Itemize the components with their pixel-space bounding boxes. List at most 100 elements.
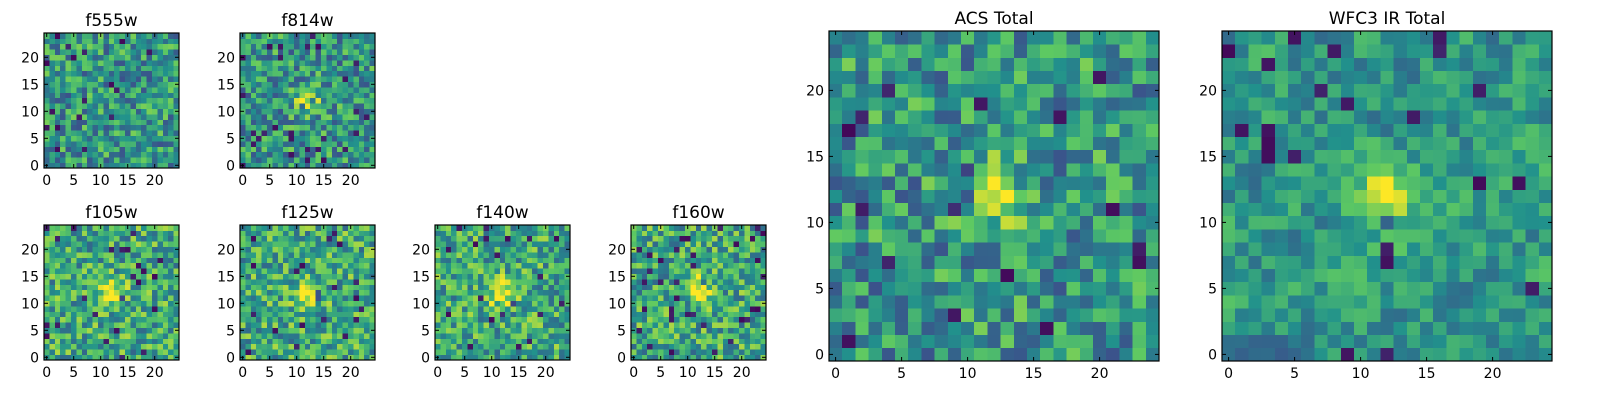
heatmap-cell xyxy=(283,92,289,99)
heatmap-cell xyxy=(326,43,333,50)
heatmap-cell xyxy=(71,257,77,264)
heatmap-cell xyxy=(326,81,333,88)
heatmap-cell xyxy=(1000,308,1015,322)
heatmap-cell xyxy=(749,354,756,361)
heatmap-cell xyxy=(157,230,164,237)
heatmap-cell xyxy=(499,235,506,242)
heatmap-cell xyxy=(326,92,333,99)
heatmap-cell xyxy=(1066,57,1081,71)
heatmap-cell xyxy=(65,268,72,274)
heatmap-cell xyxy=(240,262,246,269)
heatmap-cell xyxy=(516,230,522,237)
heatmap-cell xyxy=(342,338,349,345)
heatmap-cell xyxy=(98,257,104,264)
heatmap-cell xyxy=(326,289,333,296)
heatmap-cell xyxy=(494,354,501,361)
heatmap-cell xyxy=(652,235,659,242)
heatmap-cell xyxy=(92,246,99,253)
heatmap-cell xyxy=(1314,163,1328,177)
heatmap-cell xyxy=(908,163,922,177)
heatmap-cell xyxy=(712,333,718,339)
heatmap-cell xyxy=(1340,295,1355,309)
heatmap-cell xyxy=(701,225,707,231)
heatmap-cell xyxy=(668,349,675,355)
heatmap-cell xyxy=(103,262,110,269)
heatmap-cell xyxy=(267,130,273,136)
heatmap-cell xyxy=(369,157,376,163)
heatmap-cell xyxy=(548,338,555,345)
heatmap-cell xyxy=(125,343,131,350)
heatmap-cell xyxy=(553,246,560,253)
heatmap-cell xyxy=(1340,334,1355,349)
heatmap-cell xyxy=(321,273,327,280)
heatmap-cell xyxy=(125,124,131,131)
heatmap-cell xyxy=(87,262,93,269)
heatmap-cell xyxy=(451,230,457,237)
heatmap-cell xyxy=(114,108,120,115)
heatmap-cell xyxy=(855,110,869,124)
heatmap-cell xyxy=(483,333,490,339)
heatmap-cell xyxy=(299,306,306,312)
heatmap-cell xyxy=(722,333,729,339)
heatmap-cell xyxy=(1119,334,1133,349)
heatmap-cell xyxy=(321,76,327,82)
heatmap-cell xyxy=(510,289,517,296)
heatmap-cell xyxy=(310,295,316,301)
heatmap-cell xyxy=(701,343,707,350)
heatmap-cell xyxy=(108,273,115,280)
heatmap-cell xyxy=(125,76,131,82)
heatmap-cell xyxy=(288,295,295,301)
heatmap-cell xyxy=(337,65,343,72)
heatmap-cell xyxy=(1261,321,1276,335)
heatmap-cell xyxy=(744,316,751,323)
heatmap-cell xyxy=(54,54,61,61)
heatmap-cell xyxy=(310,135,316,142)
heatmap-cell xyxy=(1472,229,1487,243)
heatmap-cell xyxy=(315,60,322,66)
heatmap-cell xyxy=(294,114,300,120)
heatmap-cell xyxy=(674,241,680,247)
heatmap-cell xyxy=(855,176,869,190)
heatmap-cell xyxy=(114,289,120,296)
heatmap-cell xyxy=(1000,334,1015,349)
heatmap-cell xyxy=(499,295,506,301)
heatmap-cell xyxy=(1027,70,1041,85)
heatmap-cell xyxy=(1093,136,1107,151)
heatmap-cell xyxy=(1000,123,1015,137)
heatmap-cell xyxy=(304,33,311,39)
heatmap-cell xyxy=(1093,176,1107,190)
heatmap-cell xyxy=(494,241,501,247)
heatmap-cell xyxy=(98,311,104,318)
heatmap-cell xyxy=(261,241,268,247)
x-tick-label: 0 xyxy=(42,365,51,381)
heatmap-cell xyxy=(1000,149,1015,164)
heatmap-cell xyxy=(548,262,555,269)
heatmap-cell xyxy=(49,114,56,120)
heatmap-cell xyxy=(283,65,289,72)
heatmap-cell xyxy=(934,334,949,349)
heatmap-cell xyxy=(245,338,252,345)
heatmap-cell xyxy=(1145,295,1160,309)
heatmap-cell xyxy=(478,262,484,269)
heatmap-cell xyxy=(114,262,120,269)
heatmap-cell xyxy=(337,354,343,361)
heatmap-cell xyxy=(663,235,670,242)
heatmap-cell xyxy=(173,338,180,345)
heatmap-cell xyxy=(749,343,756,350)
heatmap-cell xyxy=(489,333,495,339)
heatmap-cell xyxy=(717,268,724,274)
heatmap-cell xyxy=(92,322,99,328)
heatmap-cell xyxy=(294,38,300,45)
heatmap-cell xyxy=(717,279,724,285)
heatmap-cell xyxy=(157,124,164,131)
heatmap-cell xyxy=(71,119,77,126)
heatmap-cell xyxy=(668,311,675,318)
heatmap-cell xyxy=(331,235,338,242)
heatmap-cell xyxy=(532,343,538,350)
heatmap-cell xyxy=(267,70,273,77)
heatmap-cell xyxy=(299,60,306,66)
heatmap-cell xyxy=(1354,308,1368,322)
heatmap-cell xyxy=(1040,163,1054,177)
heatmap-cell xyxy=(1446,202,1460,217)
heatmap-cell xyxy=(304,327,311,334)
